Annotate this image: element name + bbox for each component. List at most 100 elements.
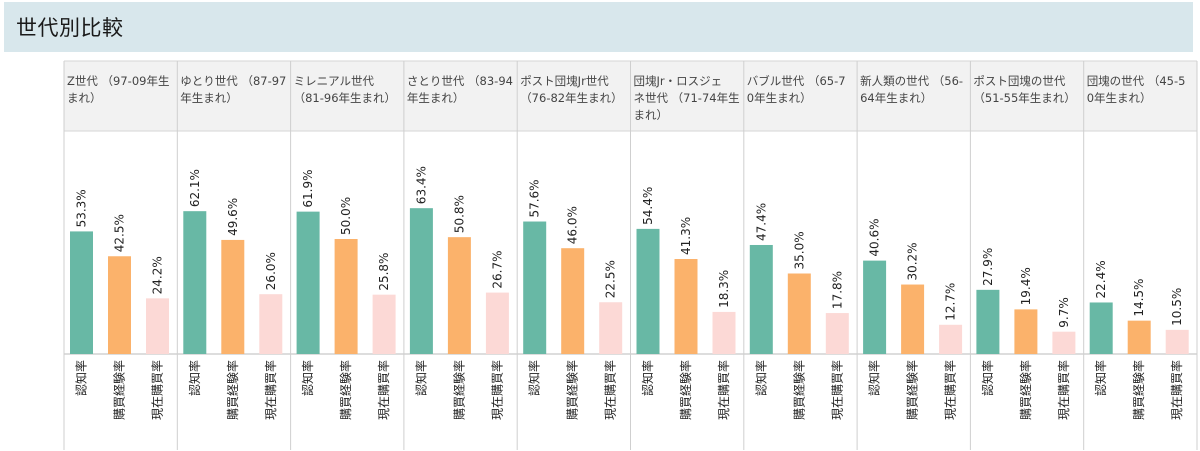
- bar-2: [599, 302, 623, 354]
- bar-value-label: 46.0%: [566, 206, 580, 244]
- bar-value-label: 19.4%: [1019, 267, 1033, 305]
- bar-value-label: 17.8%: [830, 271, 844, 309]
- series-axis-label: 購買経験率: [451, 360, 466, 420]
- series-axis-label: 購買経験率: [225, 360, 240, 420]
- bar-2: [712, 311, 736, 354]
- bar-value-label: 27.9%: [981, 248, 995, 286]
- bar-value-label: 22.5%: [604, 260, 618, 298]
- series-axis-label: 認知率: [187, 360, 202, 396]
- bar-value-label: 53.3%: [75, 189, 89, 227]
- bar-0: [749, 244, 773, 354]
- series-axis-label: 現在購買率: [1169, 360, 1184, 420]
- bar-1: [108, 256, 131, 354]
- group-header-label: ポスト団塊の世代（51-55年生まれ）: [973, 74, 1075, 105]
- bar-value-label: 41.3%: [679, 217, 693, 255]
- bar-value-label: 10.5%: [1170, 288, 1184, 326]
- series-axis-label: 購買経験率: [905, 360, 920, 420]
- series-axis-label: 購買経験率: [1018, 360, 1033, 420]
- series-axis-label: 認知率: [980, 360, 995, 396]
- bar-1: [787, 273, 811, 354]
- group-header-label: 団塊Jr・ロスジェネ世代 （71-74年生まれ）: [634, 74, 740, 122]
- group-header-label: ゆとり世代 （87-97 年生まれ）: [180, 74, 286, 105]
- bar-2: [372, 294, 396, 354]
- bar-2: [825, 313, 849, 354]
- series-axis-label: 認知率: [640, 360, 655, 396]
- bar-0: [976, 289, 1000, 354]
- series-axis-label: 購買経験率: [338, 360, 353, 420]
- bar-value-label: 50.8%: [452, 195, 466, 233]
- bar-0: [183, 211, 207, 354]
- section-title-bar: 世代別比較: [4, 2, 1193, 52]
- bar-value-label: 14.5%: [1132, 279, 1146, 317]
- bar-value-label: 30.2%: [906, 242, 920, 280]
- bar-value-label: 40.6%: [868, 218, 882, 256]
- bar-value-label: 35.0%: [792, 231, 806, 269]
- series-axis-label: 購買経験率: [112, 360, 127, 420]
- series-axis-label: 現在購買率: [829, 360, 844, 420]
- bar-0: [409, 208, 433, 354]
- bar-2: [1165, 329, 1189, 354]
- bar-value-label: 47.4%: [754, 203, 768, 241]
- series-axis-label: 現在購買率: [263, 360, 278, 420]
- bar-1: [1127, 320, 1151, 354]
- group-header-label: バブル世代 （65-7 0年生まれ）: [747, 74, 846, 105]
- series-axis-label: 認知率: [527, 360, 542, 396]
- bar-0: [863, 260, 887, 354]
- bar-0: [636, 228, 660, 354]
- bar-2: [146, 298, 169, 354]
- bar-value-label: 42.5%: [113, 214, 127, 252]
- section-title: 世代別比較: [16, 16, 124, 40]
- bar-1: [901, 284, 925, 354]
- bar-0: [1089, 302, 1113, 354]
- series-axis-label: 現在購買率: [943, 360, 958, 420]
- bar-0: [296, 211, 320, 354]
- series-axis-label: 認知率: [753, 360, 768, 396]
- series-axis-label: 認知率: [413, 360, 428, 396]
- bar-value-label: 22.4%: [1094, 260, 1108, 298]
- bar-value-label: 24.2%: [151, 256, 165, 294]
- bar-1: [334, 239, 358, 354]
- bar-1: [561, 248, 585, 354]
- series-axis-label: 認知率: [1093, 360, 1108, 396]
- series-axis-label: 購買経験率: [1131, 360, 1146, 420]
- bar-1: [674, 259, 698, 354]
- bar-value-label: 18.3%: [717, 270, 731, 308]
- bar-value-label: 54.4%: [641, 187, 655, 225]
- bar-1: [447, 237, 471, 354]
- series-axis-label: 現在購買率: [150, 360, 165, 420]
- bar-2: [485, 292, 509, 354]
- bar-value-label: 12.7%: [944, 283, 958, 321]
- series-axis-label: 現在購買率: [716, 360, 731, 420]
- bar-2: [1052, 331, 1076, 354]
- bar-2: [939, 324, 963, 354]
- series-axis-label: 現在購買率: [603, 360, 618, 420]
- bar-2: [259, 294, 283, 354]
- group-header-label: さとり世代 （83-94 年生まれ）: [407, 74, 513, 105]
- bar-value-label: 26.0%: [264, 252, 278, 290]
- bar-0: [523, 221, 547, 354]
- bar-0: [70, 231, 93, 354]
- group-header-label: ミレニアル世代（81-96年生まれ）: [294, 74, 396, 105]
- series-axis-label: 認知率: [300, 360, 315, 396]
- series-axis-label: 認知率: [74, 360, 89, 396]
- series-axis-label: 現在購買率: [489, 360, 504, 420]
- bar-value-label: 26.7%: [490, 250, 504, 288]
- bar-value-label: 25.8%: [377, 253, 391, 291]
- bar-value-label: 49.6%: [226, 198, 240, 236]
- bar-1: [1014, 309, 1038, 354]
- series-axis-label: 購買経験率: [678, 360, 693, 420]
- bar-1: [221, 239, 245, 354]
- series-axis-label: 購買経験率: [565, 360, 580, 420]
- series-axis-label: 現在購買率: [1056, 360, 1071, 420]
- bar-value-label: 61.9%: [301, 170, 315, 208]
- bar-value-label: 63.4%: [414, 166, 428, 204]
- series-axis-label: 認知率: [867, 360, 882, 396]
- bar-value-label: 9.7%: [1057, 297, 1071, 328]
- series-axis-label: 購買経験率: [791, 360, 806, 420]
- series-axis-label: 現在購買率: [376, 360, 391, 420]
- group-header-label: ポスト団塊Jr世代（76-82年生まれ）: [520, 74, 622, 105]
- group-header-label: 新人類の世代 （56-64年生まれ）: [860, 74, 963, 105]
- group-header-label: Z世代 （97-09年生まれ）: [67, 74, 169, 105]
- bar-value-label: 50.0%: [339, 197, 353, 235]
